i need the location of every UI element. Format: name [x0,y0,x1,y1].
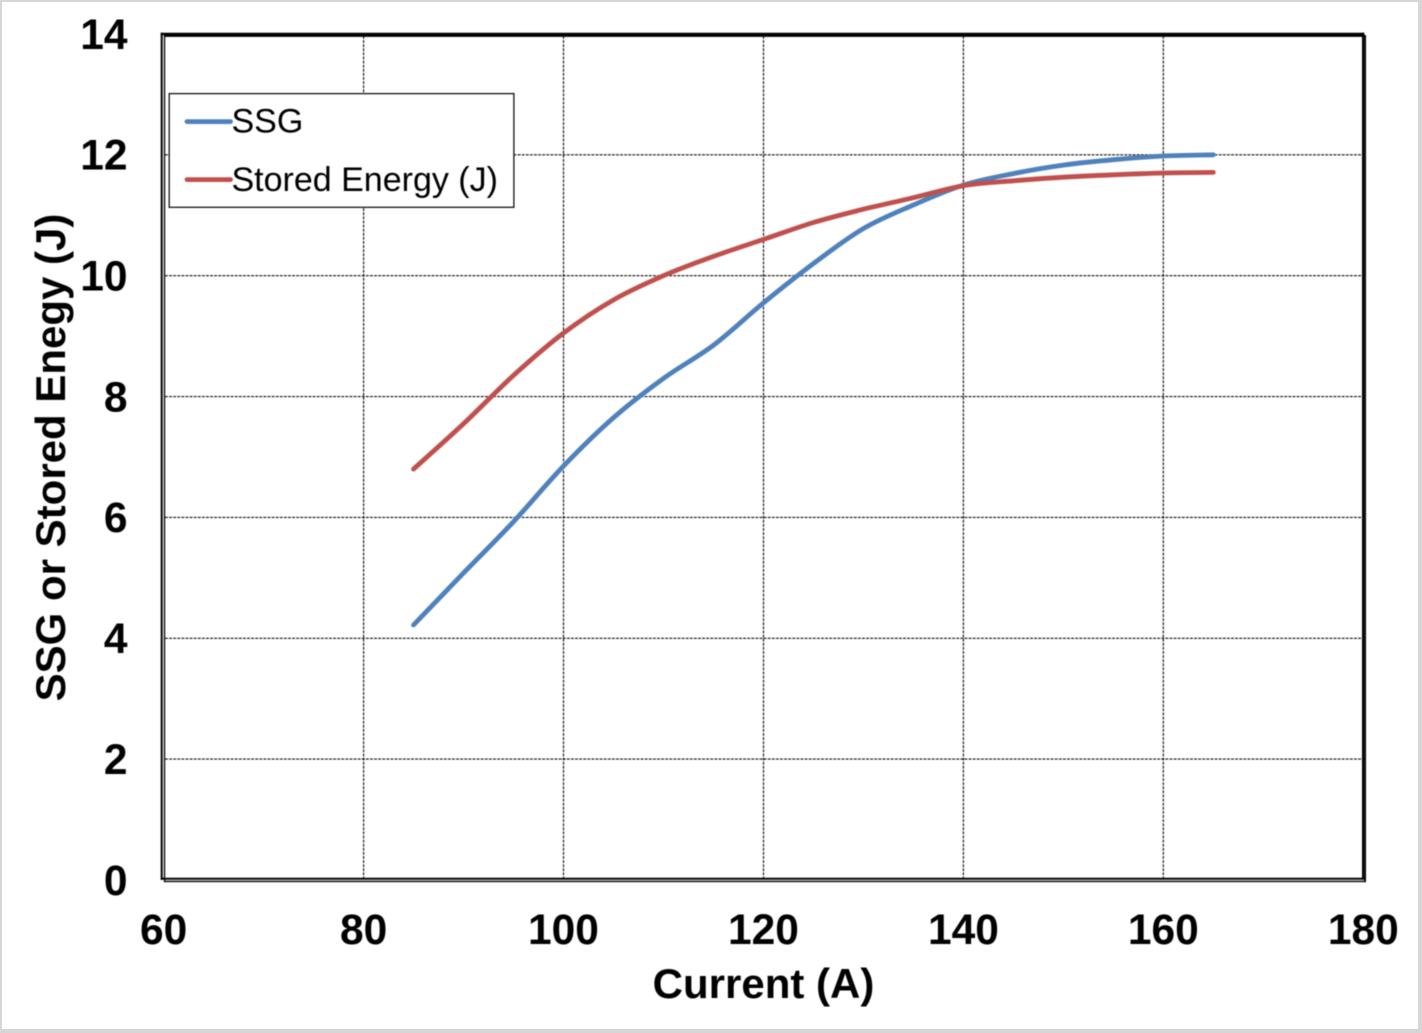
svg-text:120: 120 [728,907,799,954]
svg-text:Current (A): Current (A) [653,960,875,1007]
svg-text:4: 4 [104,616,128,663]
svg-text:SSG: SSG [232,102,304,140]
svg-text:160: 160 [1128,907,1199,954]
svg-text:12: 12 [80,133,127,180]
svg-text:6: 6 [104,495,128,542]
svg-text:Stored Energy (J): Stored Energy (J) [232,161,498,199]
svg-text:8: 8 [104,374,128,421]
svg-text:2: 2 [104,737,128,784]
svg-text:10: 10 [80,253,127,300]
svg-text:100: 100 [528,907,599,954]
svg-text:140: 140 [928,907,999,954]
svg-text:0: 0 [104,858,128,905]
svg-text:60: 60 [140,907,187,954]
svg-text:14: 14 [80,12,128,59]
svg-text:180: 180 [1328,907,1399,954]
svg-text:80: 80 [340,907,387,954]
svg-text:SSG or Stored Enegy (J): SSG or Stored Enegy (J) [27,214,74,702]
